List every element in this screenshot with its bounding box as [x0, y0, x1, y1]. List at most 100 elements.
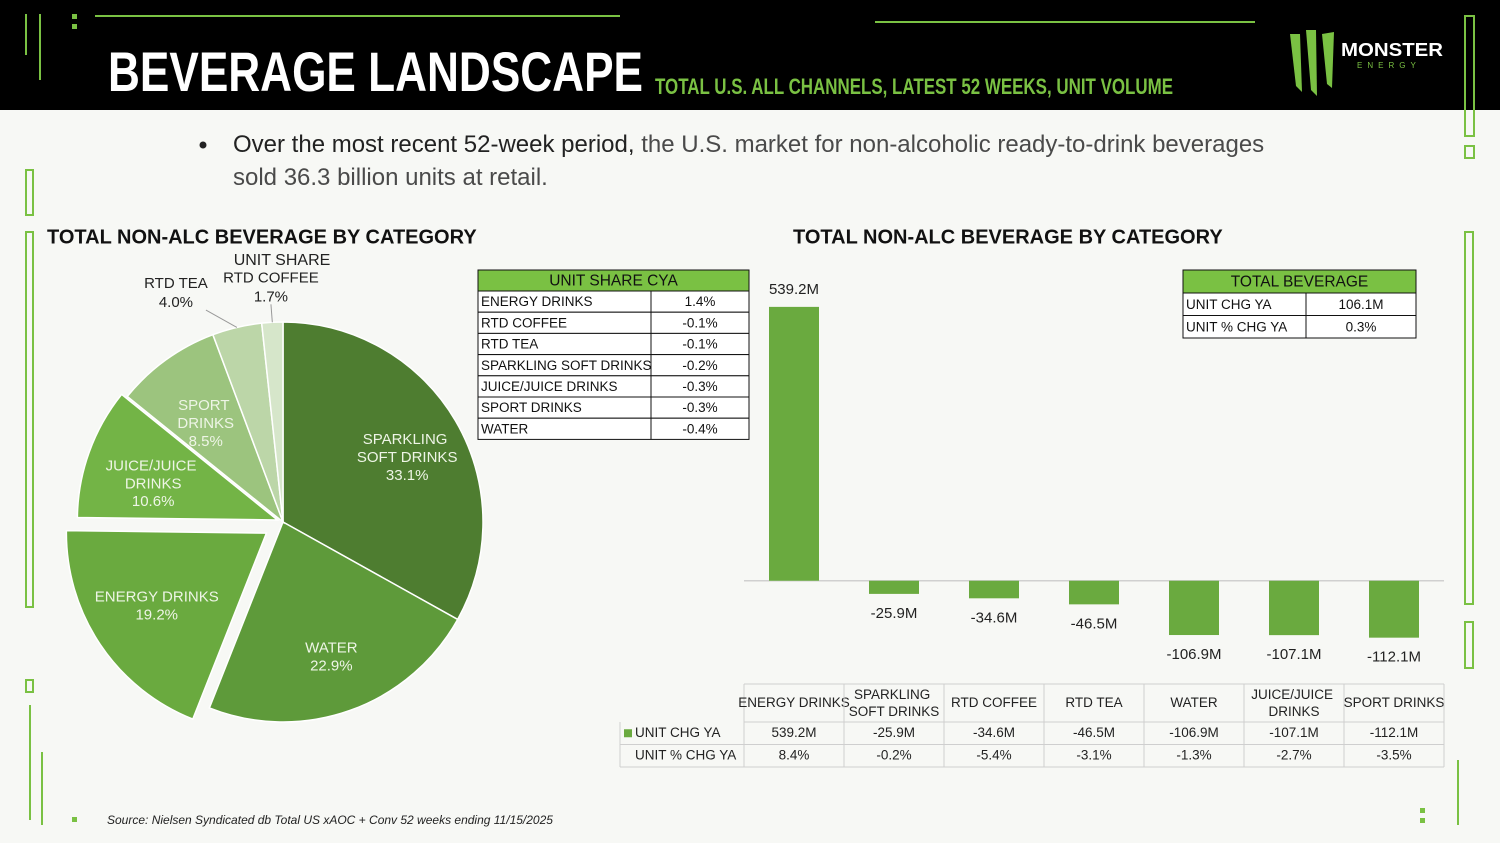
table-cell: -0.1%	[682, 315, 717, 330]
decor	[25, 14, 1475, 825]
pie-slice	[282, 321, 484, 621]
slice-value: 10.6%	[132, 493, 175, 510]
slice-label: SPARKLING SOFT DRINKS	[849, 687, 940, 719]
table-cell: -2.7%	[1276, 747, 1311, 762]
logo-mark	[1290, 30, 1334, 96]
slice-label: SPARKLING SOFT DRINKS	[357, 431, 458, 466]
slice-value: 33.1%	[386, 467, 429, 484]
logo-subtext: ENERGY	[1357, 61, 1421, 70]
bar	[1069, 580, 1119, 605]
slice-label: SPORT DRINKS	[177, 397, 234, 432]
table-cell: UNIT CHG YA	[1186, 297, 1272, 312]
table-cell: 1.4%	[685, 294, 716, 309]
table-cell: -0.2%	[876, 747, 911, 762]
table-cell: -0.4%	[682, 421, 717, 436]
table-cell: -5.4%	[976, 747, 1011, 762]
table-row	[1182, 315, 1417, 339]
table-header: SPORT DRINKS	[1344, 695, 1445, 710]
legend-swatch	[624, 729, 632, 738]
bar-value-label: -106.9M	[1166, 646, 1221, 663]
pie-title: TOTAL NON-ALC BEVERAGE BY CATEGORY	[47, 226, 477, 248]
bar-title: TOTAL NON-ALC BEVERAGE BY CATEGORY	[793, 226, 1223, 248]
bar	[1169, 580, 1219, 636]
header-bar	[0, 0, 1500, 110]
slice-label: ENERGY DRINKS	[738, 695, 850, 710]
table-cell: JUICE/JUICE DRINKS	[481, 379, 618, 394]
table-cell: -0.2%	[682, 358, 717, 373]
table-cell: -1.3%	[1176, 747, 1211, 762]
slice-label: JUICE/JUICE DRINKS	[1251, 687, 1337, 719]
table-row-label: UNIT % CHG YA	[635, 747, 736, 762]
table-cell: -107.1M	[1269, 725, 1319, 740]
decor-dot	[72, 14, 77, 19]
slice-label: ENERGY DRINKS	[95, 589, 219, 606]
table-title: UNIT SHARE CYA	[549, 273, 678, 290]
bar-value-label: -107.1M	[1266, 646, 1321, 663]
bar-value-label: -46.5M	[1071, 615, 1118, 632]
table-cell: UNIT % CHG YA	[1186, 319, 1287, 334]
table-cell: -0.3%	[682, 400, 717, 415]
bar	[769, 306, 819, 581]
bar	[1269, 580, 1319, 636]
leader-line	[205, 309, 238, 328]
table-row	[477, 417, 750, 440]
table-cell: -34.6M	[973, 725, 1015, 740]
bar	[969, 580, 1019, 599]
table-cell: WATER	[481, 421, 528, 436]
decor-dot	[1420, 808, 1425, 813]
table-title: TOTAL BEVERAGE	[1231, 274, 1369, 291]
table-cell: -46.5M	[1073, 725, 1115, 740]
table-cell: 539.2M	[771, 725, 816, 740]
slice-label: WATER	[1170, 695, 1217, 710]
slice-label: RTD TEA	[1065, 695, 1122, 710]
pie-subtitle: UNIT SHARE	[234, 252, 331, 269]
table-cell: 106.1M	[1338, 297, 1383, 312]
bar-value-label: -112.1M	[1367, 649, 1421, 666]
table-cell: -0.3%	[682, 379, 717, 394]
slice-value: 8.5%	[189, 433, 223, 450]
slice-label: RTD COFFEE	[223, 269, 319, 286]
leader-line	[270, 304, 273, 323]
slice-value: 4.0%	[159, 294, 193, 311]
table-cell: -3.5%	[1376, 747, 1411, 762]
table-cell: -3.1%	[1076, 747, 1111, 762]
table-cell: -25.9M	[873, 725, 915, 740]
bullet-lead: Over the most recent 52-week period,	[233, 131, 635, 158]
table-cell: 8.4%	[779, 747, 810, 762]
logo-text: MONSTER	[1341, 40, 1443, 60]
decor-dot	[1420, 818, 1425, 823]
slice-label: WATER	[305, 640, 358, 657]
pie-slice	[208, 520, 459, 723]
decor-dot	[72, 24, 77, 29]
decor-dot	[72, 817, 77, 822]
slice-value: 22.9%	[310, 658, 353, 675]
bar-value-label: -25.9M	[871, 605, 918, 622]
table-cell: 0.3%	[1346, 319, 1377, 334]
table-cell: RTD TEA	[481, 337, 538, 352]
table-cell: ENERGY DRINKS	[481, 294, 593, 309]
bar-value-label: -34.6M	[971, 609, 1018, 626]
bullet-body: the U.S. market for non-alcoholic ready-…	[233, 131, 1265, 191]
page-title: BEVERAGE LANDSCAPE	[108, 40, 643, 103]
bar-value-label: 539.2M	[769, 281, 819, 298]
pie-slice	[76, 393, 280, 521]
bullet-text: Over the most recent 52-week period, the…	[233, 128, 1293, 194]
table-cell: RTD COFFEE	[481, 315, 567, 330]
bullet-dot	[199, 141, 207, 149]
slice-value: 1.7%	[254, 288, 288, 305]
legend-label: UNIT CHG YA	[635, 725, 721, 740]
slice-label: JUICE/JUICE DRINKS	[106, 457, 201, 492]
slice-value: 19.2%	[135, 607, 178, 624]
slice-label: RTD TEA	[144, 275, 208, 292]
table-cell: -0.1%	[682, 337, 717, 352]
source-note: Source: Nielsen Syndicated db Total US x…	[107, 813, 553, 827]
table-cell: -112.1M	[1370, 725, 1419, 740]
pie-slice	[65, 529, 268, 721]
table-cell: SPORT DRINKS	[481, 400, 582, 415]
bar	[869, 580, 919, 594]
table-cell: SPARKLING SOFT DRINKS	[481, 358, 652, 373]
slice-label: RTD COFFEE	[951, 695, 1037, 710]
pie-slice	[126, 333, 285, 525]
bar	[1369, 580, 1419, 638]
table-cell: -106.9M	[1169, 725, 1219, 740]
